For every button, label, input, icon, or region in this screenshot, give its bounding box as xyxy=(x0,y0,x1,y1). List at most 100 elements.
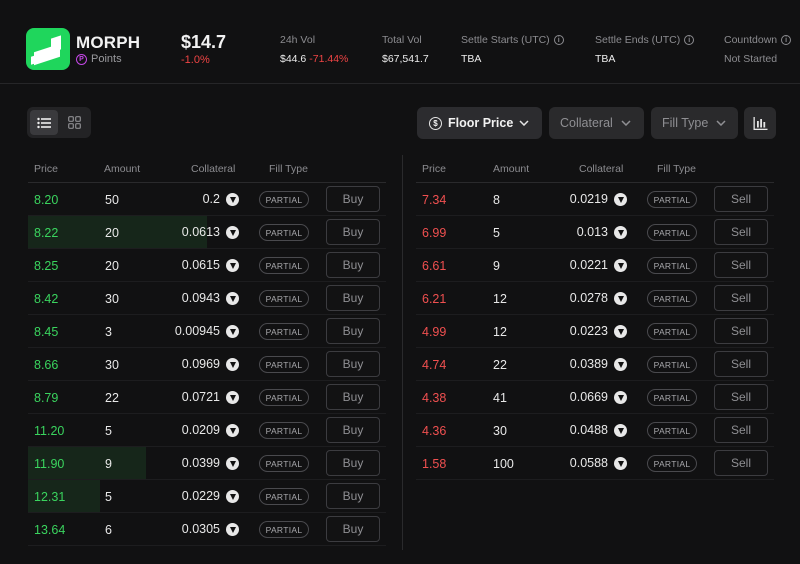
buy-button[interactable]: Buy xyxy=(326,252,380,278)
collateral-value: 0.0669 xyxy=(569,390,608,404)
chevron-down-icon xyxy=(519,120,529,126)
fill-type-badge: PARTIAL xyxy=(647,224,697,241)
order-amount: 22 xyxy=(493,358,507,372)
sell-button[interactable]: Sell xyxy=(714,318,768,344)
col-amount: Amount xyxy=(104,163,141,175)
table-row: 1.58 100 0.0588 PARTIAL Sell xyxy=(416,447,774,480)
order-amount: 8 xyxy=(493,193,500,207)
chevron-down-icon xyxy=(716,120,726,126)
view-toggle xyxy=(27,107,91,138)
sell-button[interactable]: Sell xyxy=(714,450,768,476)
table-header: Price Amount Collateral Fill Type xyxy=(416,155,774,183)
buy-button[interactable]: Buy xyxy=(326,285,380,311)
stat-label: Countdown i xyxy=(724,34,792,46)
fill-type-badge: PARTIAL xyxy=(647,455,697,472)
chart-button[interactable] xyxy=(744,107,776,139)
order-price: 8.66 xyxy=(34,358,59,372)
order-collateral: 0.0488 xyxy=(570,423,627,437)
eth-icon xyxy=(226,291,239,305)
sell-button[interactable]: Sell xyxy=(714,219,768,245)
floor-price-label: Floor Price xyxy=(448,116,514,130)
buy-button[interactable]: Buy xyxy=(326,318,380,344)
order-price: 4.38 xyxy=(422,391,447,405)
buy-button[interactable]: Buy xyxy=(326,186,380,212)
buy-button[interactable]: Buy xyxy=(326,351,380,377)
fill-type-badge: PARTIAL xyxy=(259,389,309,406)
stat-label: 24h Vol xyxy=(280,34,316,46)
buy-button[interactable]: Buy xyxy=(326,219,380,245)
price-change: -1.0% xyxy=(181,54,210,66)
sell-button[interactable]: Sell xyxy=(714,384,768,410)
table-row: 11.90 9 0.0399 PARTIAL Buy xyxy=(28,447,386,480)
list-view-button[interactable] xyxy=(30,110,58,135)
order-price: 8.20 xyxy=(34,193,59,207)
grid-view-button[interactable] xyxy=(60,110,88,135)
order-collateral: 0.2 xyxy=(203,192,239,206)
order-price: 8.25 xyxy=(34,259,59,273)
info-icon[interactable]: i xyxy=(684,35,695,45)
buy-button[interactable]: Buy xyxy=(326,483,380,509)
stat-value: Not Started xyxy=(724,53,778,65)
buy-button[interactable]: Buy xyxy=(326,384,380,410)
order-price: 8.79 xyxy=(34,391,59,405)
token-price: $14.7 xyxy=(181,32,227,52)
order-collateral: 0.0943 xyxy=(182,291,239,305)
order-amount: 12 xyxy=(493,292,507,306)
order-price: 11.20 xyxy=(34,424,65,438)
eth-icon xyxy=(614,423,627,437)
stat-value: $44.6 -71.44% xyxy=(280,53,349,65)
order-amount: 30 xyxy=(105,358,119,372)
order-amount: 9 xyxy=(105,457,112,471)
collateral-value: 0.0488 xyxy=(569,423,608,437)
eth-icon xyxy=(226,258,239,272)
stat-countdown: Countdown i Not Started xyxy=(724,34,792,65)
order-price: 1.58 xyxy=(422,457,447,471)
collateral-dropdown[interactable]: Collateral xyxy=(549,107,644,139)
eth-icon xyxy=(226,225,239,239)
eth-icon xyxy=(614,258,627,272)
order-amount: 12 xyxy=(493,325,507,339)
eth-icon xyxy=(226,390,239,404)
table-row: 4.99 12 0.0223 PARTIAL Sell xyxy=(416,315,774,348)
table-row: 8.42 30 0.0943 PARTIAL Buy xyxy=(28,282,386,315)
market-header: MORPH P Points $14.7 -1.0% 24h Vol $44.6… xyxy=(0,0,800,84)
eth-icon xyxy=(226,456,239,470)
order-collateral: 0.0615 xyxy=(182,258,239,272)
sell-button[interactable]: Sell xyxy=(714,351,768,377)
collateral-value: 0.0615 xyxy=(181,258,220,272)
col-price: Price xyxy=(34,163,58,175)
stat-label: Settle Starts (UTC) i xyxy=(461,34,564,46)
buy-button[interactable]: Buy xyxy=(326,417,380,443)
sell-button[interactable]: Sell xyxy=(714,252,768,278)
fill-type-badge: PARTIAL xyxy=(647,389,697,406)
order-collateral: 0.0389 xyxy=(570,357,627,371)
collateral-value: 0.0399 xyxy=(181,456,220,470)
stat-label: Settle Ends (UTC) i xyxy=(595,34,695,46)
sell-button[interactable]: Sell xyxy=(714,186,768,212)
fill-type-dropdown[interactable]: Fill Type xyxy=(651,107,738,139)
order-price: 7.34 xyxy=(422,193,447,207)
order-collateral: 0.0613 xyxy=(182,225,239,239)
order-collateral: 0.0278 xyxy=(570,291,627,305)
order-amount: 41 xyxy=(493,391,507,405)
order-amount: 20 xyxy=(105,226,119,240)
dollar-icon: $ xyxy=(429,116,442,130)
order-price: 12.31 xyxy=(34,490,66,504)
order-price: 4.74 xyxy=(422,358,447,372)
order-price: 4.36 xyxy=(422,424,447,438)
token-name: MORPH xyxy=(76,33,141,52)
sell-button[interactable]: Sell xyxy=(714,285,768,311)
table-row: 4.38 41 0.0669 PARTIAL Sell xyxy=(416,381,774,414)
sell-button[interactable]: Sell xyxy=(714,417,768,443)
buy-button[interactable]: Buy xyxy=(326,516,380,542)
buy-button[interactable]: Buy xyxy=(326,450,380,476)
floor-price-dropdown[interactable]: $ Floor Price xyxy=(417,107,542,139)
table-row: 4.74 22 0.0389 PARTIAL Sell xyxy=(416,348,774,381)
table-row: 12.31 5 0.0229 PARTIAL Buy xyxy=(28,480,386,513)
depth-bar xyxy=(28,216,207,248)
fill-type-badge: PARTIAL xyxy=(259,521,309,538)
info-icon[interactable]: i xyxy=(781,35,792,45)
fill-type-badge: PARTIAL xyxy=(259,455,309,472)
collateral-value: 0.0969 xyxy=(181,357,220,371)
info-icon[interactable]: i xyxy=(553,35,564,45)
